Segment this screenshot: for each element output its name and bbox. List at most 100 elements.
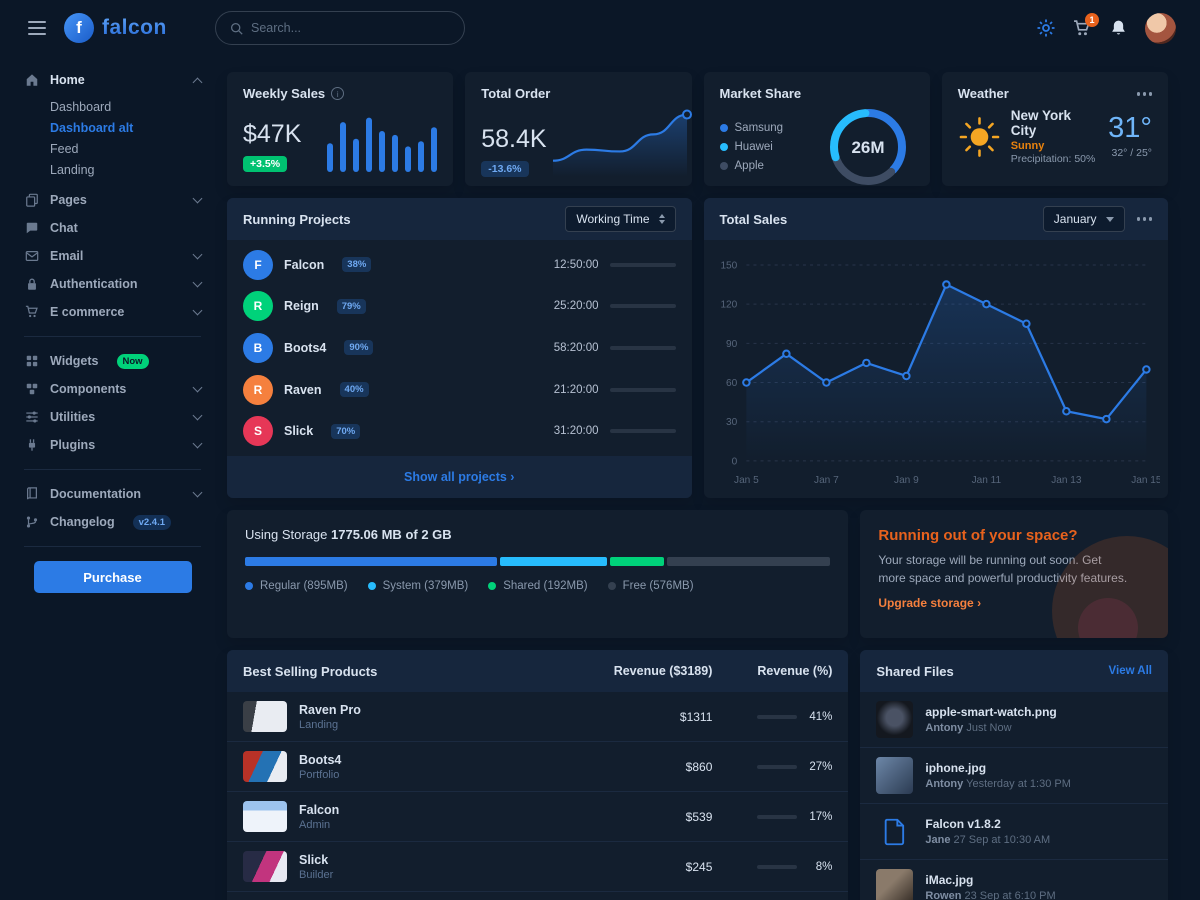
purchase-button[interactable]: Purchase (33, 561, 192, 593)
sidebar-item-ecommerce[interactable]: E commerce (24, 298, 203, 326)
sidebar-item-dashboard-alt[interactable]: Dashboard alt (50, 120, 134, 135)
file-name[interactable]: iphone.jpg (925, 761, 987, 775)
project-name[interactable]: Reign (284, 299, 319, 314)
card-title: Total Order (481, 86, 551, 101)
column-header-revenue: Revenue ($3189) (613, 664, 713, 678)
product-category[interactable]: Admin (299, 818, 331, 831)
view-all-link[interactable]: View All (1108, 665, 1152, 677)
search-box[interactable] (215, 11, 465, 45)
search-input[interactable] (251, 21, 450, 35)
file-thumbnail (876, 757, 914, 794)
legend-item: Huawei (719, 141, 784, 153)
topbar-icons: 1 (1037, 12, 1176, 44)
more-menu-icon[interactable] (1142, 92, 1146, 96)
chevron-down-icon (192, 193, 203, 204)
info-icon[interactable]: i (331, 87, 345, 100)
chevron-up-icon (192, 77, 203, 87)
sidebar-item-plugins[interactable]: Plugins (24, 431, 203, 459)
svg-text:90: 90 (726, 339, 738, 350)
show-all-projects-link[interactable]: Show all projects › (404, 470, 515, 484)
svg-text:Jan 7: Jan 7 (814, 475, 839, 486)
sidebar-item-components[interactable]: Components (24, 375, 203, 403)
sidebar-item-label: Widgets (50, 354, 99, 368)
sidebar-item-home[interactable]: Home (24, 66, 203, 94)
products-list: Raven Pro Landing $1311 41% Boots4 Portf… (227, 692, 849, 900)
product-category[interactable]: Portfolio (299, 768, 340, 781)
product-name[interactable]: Raven Pro (299, 702, 361, 717)
sidebar-item-email[interactable]: Email (24, 242, 203, 270)
working-time-select[interactable]: Working Time (565, 206, 676, 232)
storage-legend: Regular (895MB) System (379MB) Shared (1… (245, 580, 830, 592)
file-time: Yesterday at 1:30 PM (966, 778, 1071, 790)
file-name[interactable]: Falcon v1.8.2 (925, 817, 1001, 831)
project-percent-badge: 40% (339, 382, 369, 398)
select-value: Working Time (576, 212, 650, 226)
sidebar-item-label: Chat (50, 221, 78, 235)
falcon-logo-icon: f (64, 13, 94, 43)
project-name[interactable]: Raven (284, 382, 322, 397)
product-name[interactable]: Slick (299, 852, 329, 867)
product-name[interactable]: Boots4 (299, 752, 342, 767)
sidebar: Home Dashboard Dashboard alt Feed Landin… (0, 56, 215, 900)
file-row[interactable]: Falcon v1.8.2 Jane 27 Sep at 10:30 AM (860, 803, 1168, 859)
file-row[interactable]: iMac.jpg Rowen 23 Sep at 6:10 PM (860, 859, 1168, 900)
changelog-version-badge: v2.4.1 (132, 514, 172, 530)
project-name[interactable]: Falcon (284, 257, 325, 272)
project-name[interactable]: Boots4 (284, 340, 327, 355)
svg-text:30: 30 (726, 417, 738, 428)
product-category[interactable]: Landing (299, 718, 339, 731)
product-revenue: $1311 (679, 709, 713, 724)
settings-gear-icon[interactable] (1037, 19, 1055, 37)
project-name[interactable]: Slick (284, 424, 314, 439)
stats-row: Weekly Sales i $47K +3.5% Total Order (227, 72, 1168, 186)
storage-card: Using Storage 1775.06 MB of 2 GB Regular… (227, 510, 849, 638)
product-percent: 8% (815, 860, 833, 873)
file-name[interactable]: apple-smart-watch.png (925, 705, 1057, 719)
project-time: 21:20:00 (553, 383, 599, 396)
chevron-down-icon (1105, 216, 1114, 222)
menu-toggle-button[interactable] (24, 17, 50, 39)
project-row: B Boots4 90% 58:20:00 (243, 332, 676, 363)
sidebar-item-chat[interactable]: Chat (24, 214, 201, 242)
changelog-branch-icon (24, 515, 40, 529)
total-order-line-chart (547, 101, 692, 177)
sidebar-item-utilities[interactable]: Utilities (24, 403, 203, 431)
sidebar-item-authentication[interactable]: Authentication (24, 270, 203, 298)
sidebar-item-label: Changelog (50, 515, 115, 529)
notifications-bell-icon[interactable] (1110, 19, 1127, 37)
project-avatar: S (243, 416, 273, 447)
product-name[interactable]: Falcon (299, 802, 340, 817)
legend-dot (367, 582, 376, 590)
brand-logo[interactable]: f falcon (64, 13, 167, 43)
sidebar-item-dashboard[interactable]: Dashboard (50, 99, 112, 114)
space-body-text: Your storage will be running out soon. G… (878, 553, 1128, 585)
storage-row: Using Storage 1775.06 MB of 2 GB Regular… (227, 510, 1168, 638)
product-category[interactable]: Builder (299, 868, 334, 881)
file-name[interactable]: iMac.jpg (925, 873, 974, 887)
product-percent: 17% (809, 810, 833, 823)
month-select[interactable]: January (1042, 206, 1125, 232)
sidebar-item-pages[interactable]: Pages (24, 186, 203, 214)
legend-item: Free (576MB) (607, 580, 694, 592)
sidebar-item-documentation[interactable]: Documentation (24, 480, 203, 508)
file-icon (884, 818, 904, 845)
more-menu-icon[interactable] (1142, 217, 1146, 221)
product-revenue: $539 (685, 809, 713, 824)
project-row: F Falcon 38% 12:50:00 (243, 249, 676, 280)
cart-icon[interactable]: 1 (1073, 13, 1099, 37)
sidebar-item-label: E commerce (50, 305, 125, 319)
file-row[interactable]: apple-smart-watch.png Antony Just Now (860, 692, 1168, 747)
chevron-down-icon (192, 382, 203, 393)
product-percent-bar (757, 714, 798, 719)
sidebar-item-widgets[interactable]: Widgets Now (24, 347, 201, 375)
sidebar-item-landing[interactable]: Landing (50, 162, 95, 177)
upgrade-storage-link[interactable]: Upgrade storage › (878, 596, 982, 610)
card-title: Weekly Sales (243, 86, 326, 101)
legend-item: System (379MB) (367, 580, 468, 592)
sidebar-item-label: Utilities (50, 410, 96, 424)
product-percent-bar (757, 764, 798, 769)
user-avatar[interactable] (1145, 12, 1176, 44)
file-row[interactable]: iphone.jpg Antony Yesterday at 1:30 PM (860, 747, 1168, 803)
sidebar-item-feed[interactable]: Feed (50, 141, 79, 156)
sidebar-item-changelog[interactable]: Changelog v2.4.1 (24, 508, 201, 536)
